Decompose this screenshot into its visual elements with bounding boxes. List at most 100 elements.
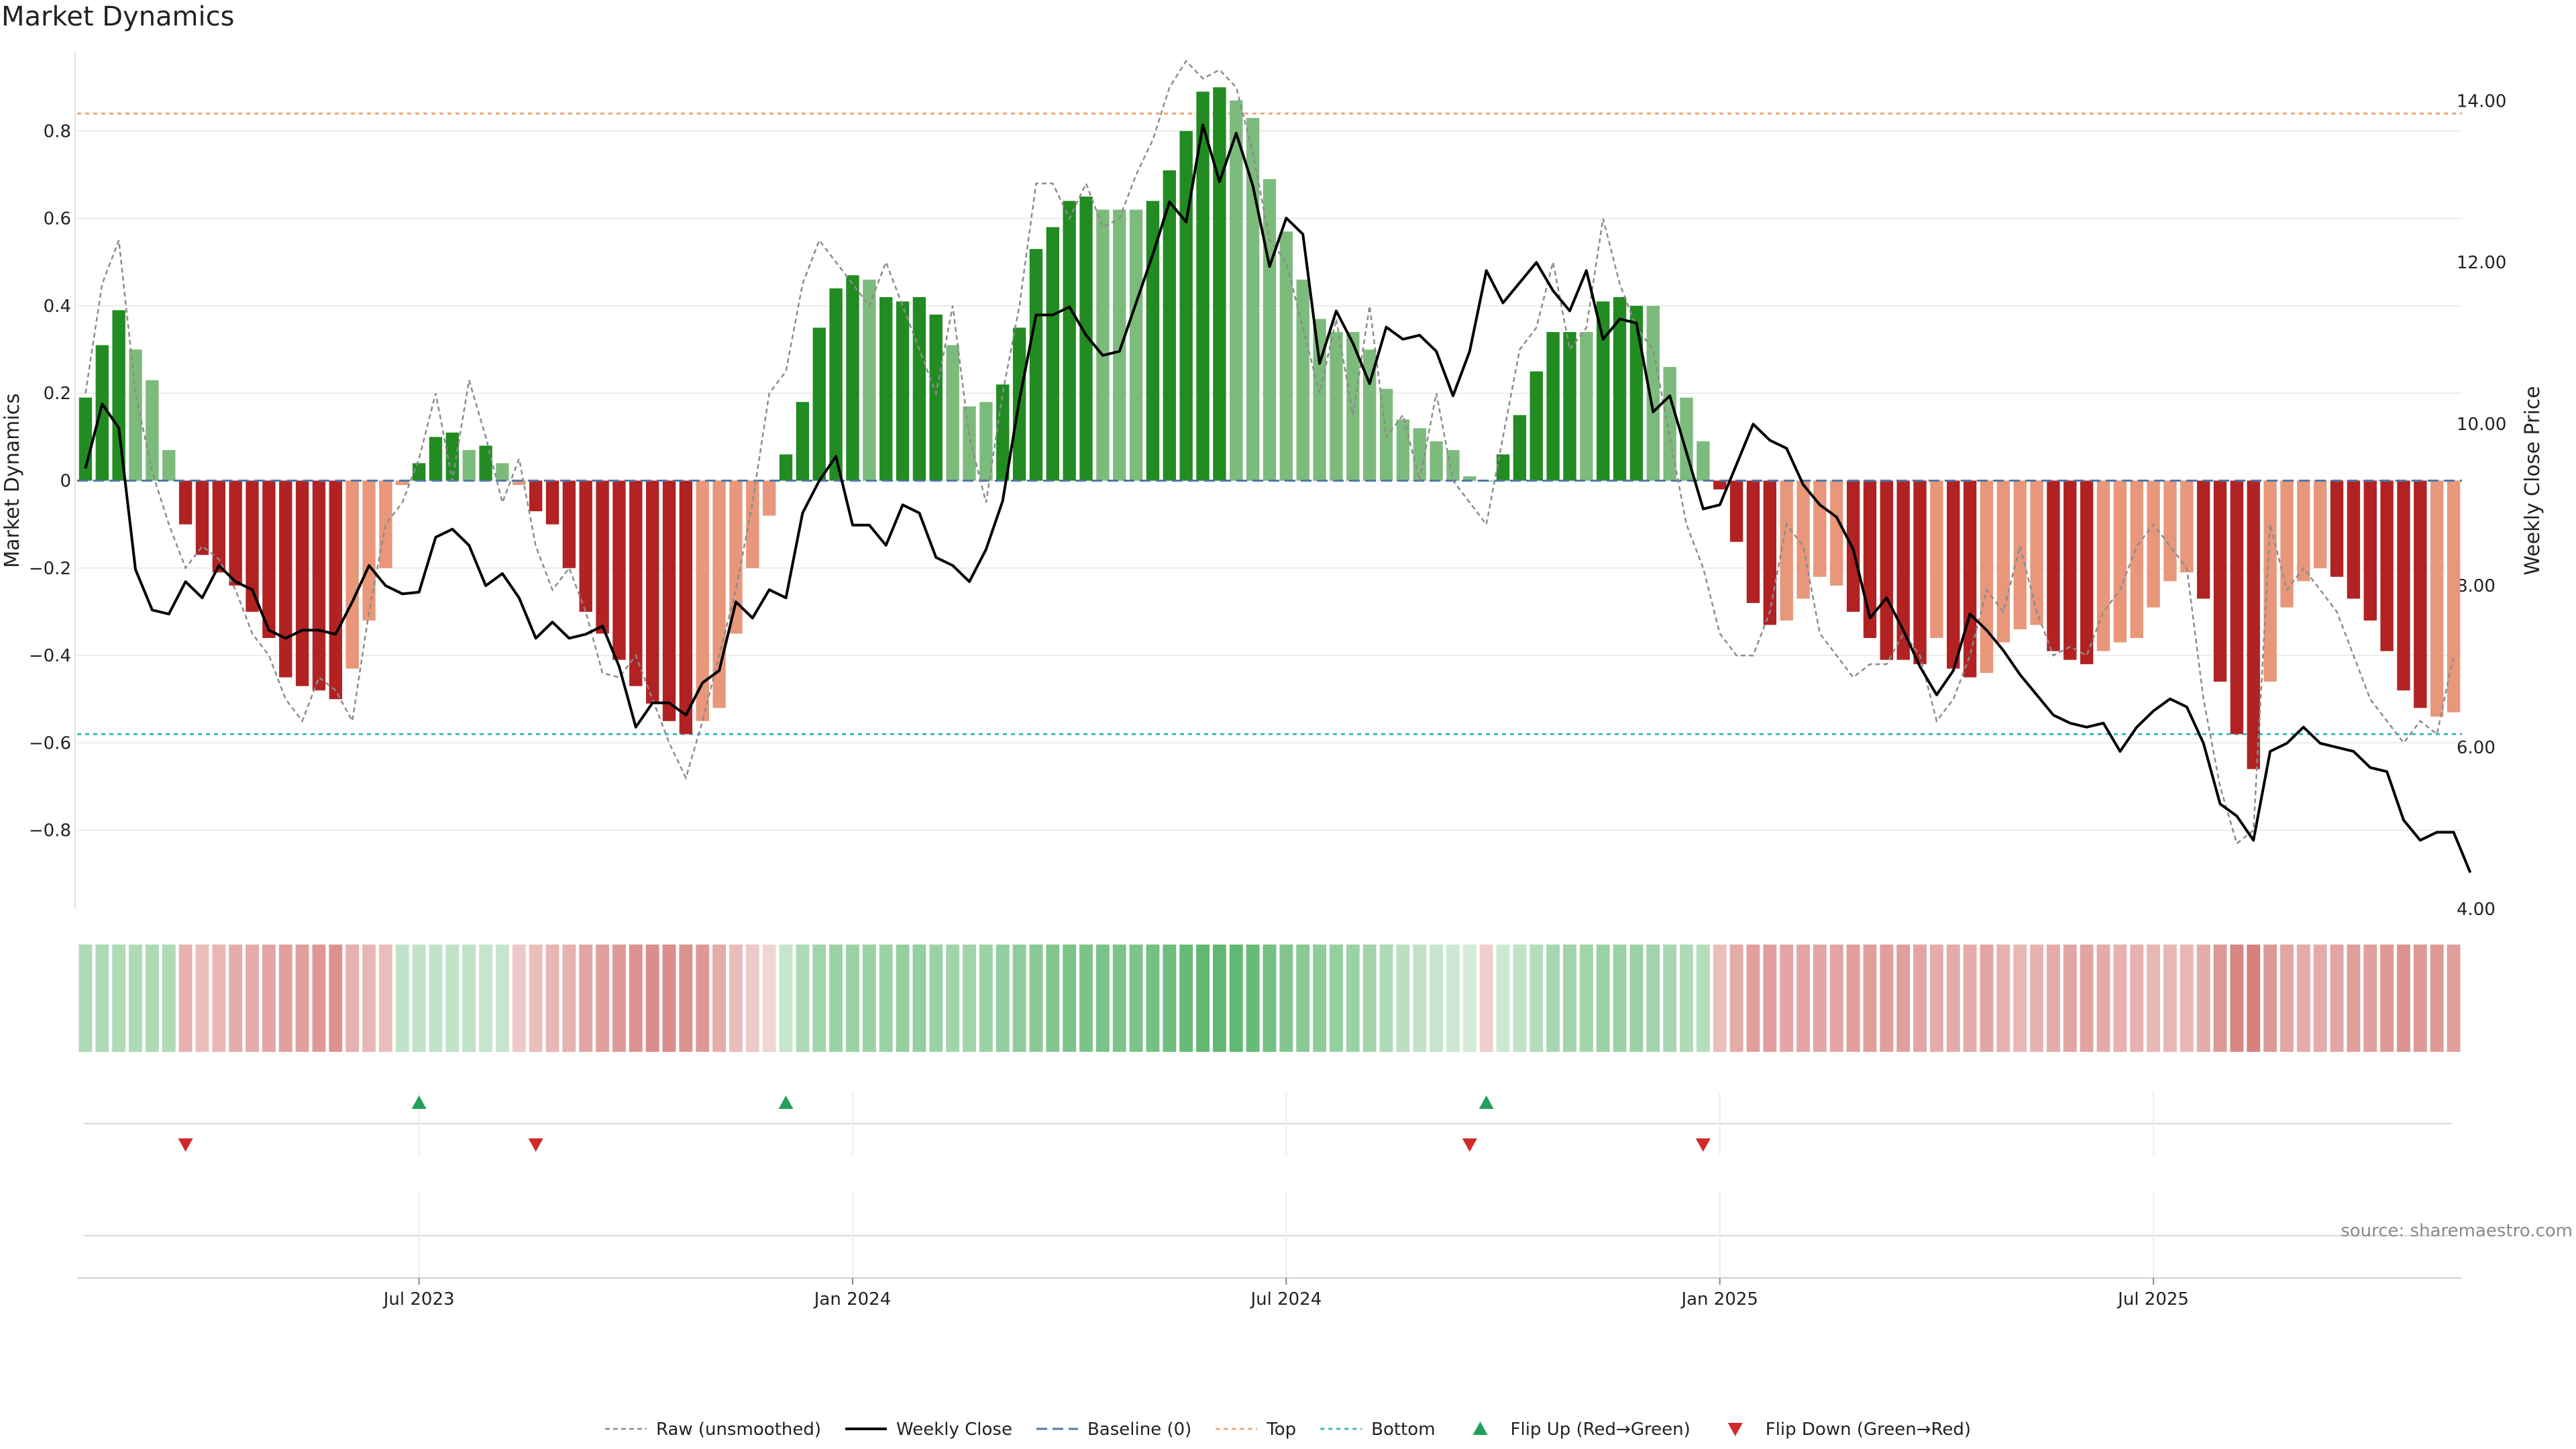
heat-strip-cell: [129, 945, 142, 1052]
momentum-bar: [1563, 331, 1576, 481]
momentum-bar: [929, 314, 943, 481]
heat-strip-cell: [1313, 945, 1327, 1052]
momentum-bar: [379, 480, 392, 568]
momentum-bar: [1179, 131, 1193, 481]
flip-up-marker: [778, 1095, 794, 1109]
heat-strip-cell: [1095, 945, 1110, 1052]
momentum-bar: [662, 480, 676, 721]
heat-strip-cell: [1829, 945, 1843, 1052]
momentum-bar: [1263, 178, 1277, 481]
left-tick-label: 0.2: [44, 384, 71, 404]
momentum-bar: [178, 480, 193, 525]
momentum-bar: [279, 480, 292, 678]
momentum-bar: [1463, 476, 1477, 481]
momentum-bar: [763, 480, 776, 516]
momentum-bar: [796, 402, 810, 481]
heat-strip-cell: [1963, 945, 1977, 1052]
momentum-bar: [2330, 480, 2344, 577]
heat-strip-cell: [1563, 945, 1576, 1052]
momentum-bar: [1613, 297, 1627, 481]
heat-strip-cell: [312, 945, 326, 1052]
momentum-bar: [979, 402, 993, 481]
heat-strip-cell: [596, 945, 610, 1052]
momentum-bar: [1930, 480, 1943, 639]
heat-strip-cell: [1012, 945, 1026, 1052]
heat-strip-cell: [912, 945, 926, 1052]
heat-strip-cell: [112, 945, 126, 1052]
heat-strip-cell: [412, 945, 426, 1052]
heat-strip-cell: [1880, 945, 1894, 1052]
momentum-bar: [2130, 480, 2143, 639]
heat-strip-cell: [2413, 945, 2427, 1052]
heat-strip-cell: [1179, 945, 1193, 1052]
momentum-bar: [2297, 480, 2310, 582]
heat-strip-cell: [2313, 945, 2327, 1052]
x-tick-label: Jan 2025: [1680, 1289, 1758, 1309]
momentum-bar: [1146, 201, 1160, 481]
momentum-bar: [445, 432, 460, 481]
heat-strip-cell: [429, 945, 443, 1052]
right-tick-label: 10.00: [2457, 415, 2506, 435]
heat-strip-cell: [1696, 945, 1710, 1052]
heat-strip-cell: [145, 945, 159, 1052]
momentum-bar: [396, 480, 409, 486]
legend-label: Baseline (0): [1087, 1419, 1191, 1440]
heat-strip-cell: [862, 945, 876, 1052]
momentum-bar: [1096, 209, 1110, 481]
momentum-bar: [863, 279, 876, 481]
momentum-bar: [2363, 480, 2377, 621]
momentum-bar: [1980, 480, 1994, 674]
left-tick-label: 0: [60, 472, 71, 492]
heat-strip-cell: [1279, 945, 1293, 1052]
momentum-bar: [1296, 279, 1309, 481]
heat-strip-cell: [1546, 945, 1560, 1052]
momentum-bar: [2047, 480, 2060, 651]
heat-strip-cell: [1479, 945, 1493, 1052]
left-tick-label: −0.2: [29, 559, 71, 579]
momentum-bar: [679, 480, 693, 735]
heat-strip-cell: [78, 945, 93, 1052]
momentum-bar: [1813, 480, 1827, 577]
momentum-bar: [1196, 91, 1210, 481]
heat-strip-cell: [712, 945, 727, 1052]
heat-strip-cell: [1229, 945, 1243, 1052]
momentum-bar: [779, 454, 793, 481]
momentum-bar: [1746, 480, 1760, 603]
momentum-bar: [1246, 117, 1260, 481]
heat-strip-cell: [162, 945, 176, 1052]
heat-strip-cell: [95, 945, 109, 1052]
heat-strip-cell: [612, 945, 626, 1052]
heat-strip-cell: [629, 945, 643, 1052]
heat-strip-cell: [796, 945, 810, 1052]
left-tick-label: 0.4: [44, 297, 71, 317]
momentum-bar: [846, 275, 859, 481]
legend-label: Flip Up (Red→Green): [1511, 1419, 1690, 1440]
heat-strip-cell: [329, 945, 343, 1052]
momentum-bar: [2313, 480, 2327, 568]
x-tick-label: Jul 2024: [1249, 1289, 1322, 1309]
heat-strip-cell: [1263, 945, 1277, 1052]
heat-strip-cell: [1863, 945, 1877, 1052]
heat-strip-cell: [345, 945, 360, 1052]
legend-label: Bottom: [1371, 1419, 1435, 1440]
momentum-bar: [95, 345, 109, 481]
legend-flip-down-swatch: [1727, 1423, 1743, 1436]
heat-strip-cell: [2213, 945, 2227, 1052]
momentum-bar: [1046, 227, 1060, 481]
heat-strip-cell: [1063, 945, 1077, 1052]
momentum-bar: [1713, 480, 1727, 490]
momentum-bar: [2380, 480, 2394, 651]
momentum-bar: [1230, 100, 1243, 481]
momentum-bar: [162, 449, 176, 481]
heat-strip-cell: [378, 945, 392, 1052]
heat-strip-cell: [679, 945, 693, 1052]
momentum-bar: [212, 480, 226, 573]
momentum-bar: [579, 480, 592, 612]
heat-strip-cell: [1462, 945, 1477, 1052]
momentum-bar: [1063, 201, 1076, 481]
heat-strip-cell: [495, 945, 509, 1052]
heat-strip-cell: [2430, 945, 2444, 1052]
heat-strip-cell: [996, 945, 1010, 1052]
heat-strip-cell: [1579, 945, 1593, 1052]
